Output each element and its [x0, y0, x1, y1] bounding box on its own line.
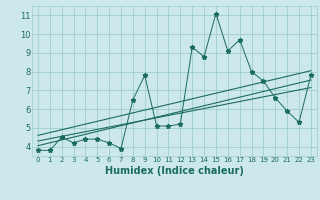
X-axis label: Humidex (Indice chaleur): Humidex (Indice chaleur) — [105, 166, 244, 176]
